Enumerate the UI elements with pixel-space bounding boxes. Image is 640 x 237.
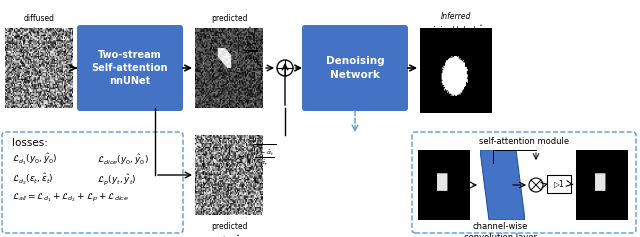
FancyBboxPatch shape xyxy=(2,132,183,233)
Text: predicted
noise label $\hat{y}_t$: predicted noise label $\hat{y}_t$ xyxy=(203,14,255,40)
Text: $\mathcal{L}_{p}(y_t, \hat{y}_t)$: $\mathcal{L}_{p}(y_t, \hat{y}_t)$ xyxy=(97,172,136,187)
Circle shape xyxy=(277,60,293,76)
Text: channel-wise
convolution layer: channel-wise convolution layer xyxy=(463,222,536,237)
Circle shape xyxy=(529,178,543,192)
Text: self-attention module: self-attention module xyxy=(479,137,569,146)
Text: $\frac{1}{\sqrt{\alpha_t}}$: $\frac{1}{\sqrt{\alpha_t}}$ xyxy=(243,41,257,63)
Text: Denoising
Network: Denoising Network xyxy=(326,56,384,80)
FancyBboxPatch shape xyxy=(77,25,183,111)
Text: diffused
noise image $x_t$: diffused noise image $x_t$ xyxy=(10,14,68,38)
Text: $\mathcal{L}_{all} = \mathcal{L}_{d_1} + \mathcal{L}_{d_2} + \mathcal{L}_{p} + \: $\mathcal{L}_{all} = \mathcal{L}_{d_1} +… xyxy=(12,192,129,204)
Text: $-\sqrt{\frac{1-\hat{\alpha}_t}{\hat{\alpha}_t}}$: $-\sqrt{\frac{1-\hat{\alpha}_t}{\hat{\al… xyxy=(237,142,276,168)
Text: Two-stream
Self-attention
nnUNet: Two-stream Self-attention nnUNet xyxy=(92,50,168,86)
Text: $\mathcal{L}_{d_1}(y_0, \hat{y}_0)$: $\mathcal{L}_{d_1}(y_0, \hat{y}_0)$ xyxy=(12,152,58,167)
FancyBboxPatch shape xyxy=(547,175,571,193)
Text: $\mathcal{L}_{d_2}(\varepsilon_t, \hat{\varepsilon}_t)$: $\mathcal{L}_{d_2}(\varepsilon_t, \hat{\… xyxy=(12,172,54,187)
Text: losses:: losses: xyxy=(12,138,48,148)
Text: $\mathcal{L}_{dice}(y_0, \hat{y}_0)$: $\mathcal{L}_{dice}(y_0, \hat{y}_0)$ xyxy=(97,152,148,167)
Text: $\triangleright$1: $\triangleright$1 xyxy=(553,178,565,190)
FancyBboxPatch shape xyxy=(302,25,408,111)
Text: Inferred
original label $\hat{y}_0$: Inferred original label $\hat{y}_0$ xyxy=(425,12,487,37)
FancyBboxPatch shape xyxy=(412,132,636,233)
Text: predicted
noise $\hat{\varepsilon}_t$: predicted noise $\hat{\varepsilon}_t$ xyxy=(211,222,247,237)
